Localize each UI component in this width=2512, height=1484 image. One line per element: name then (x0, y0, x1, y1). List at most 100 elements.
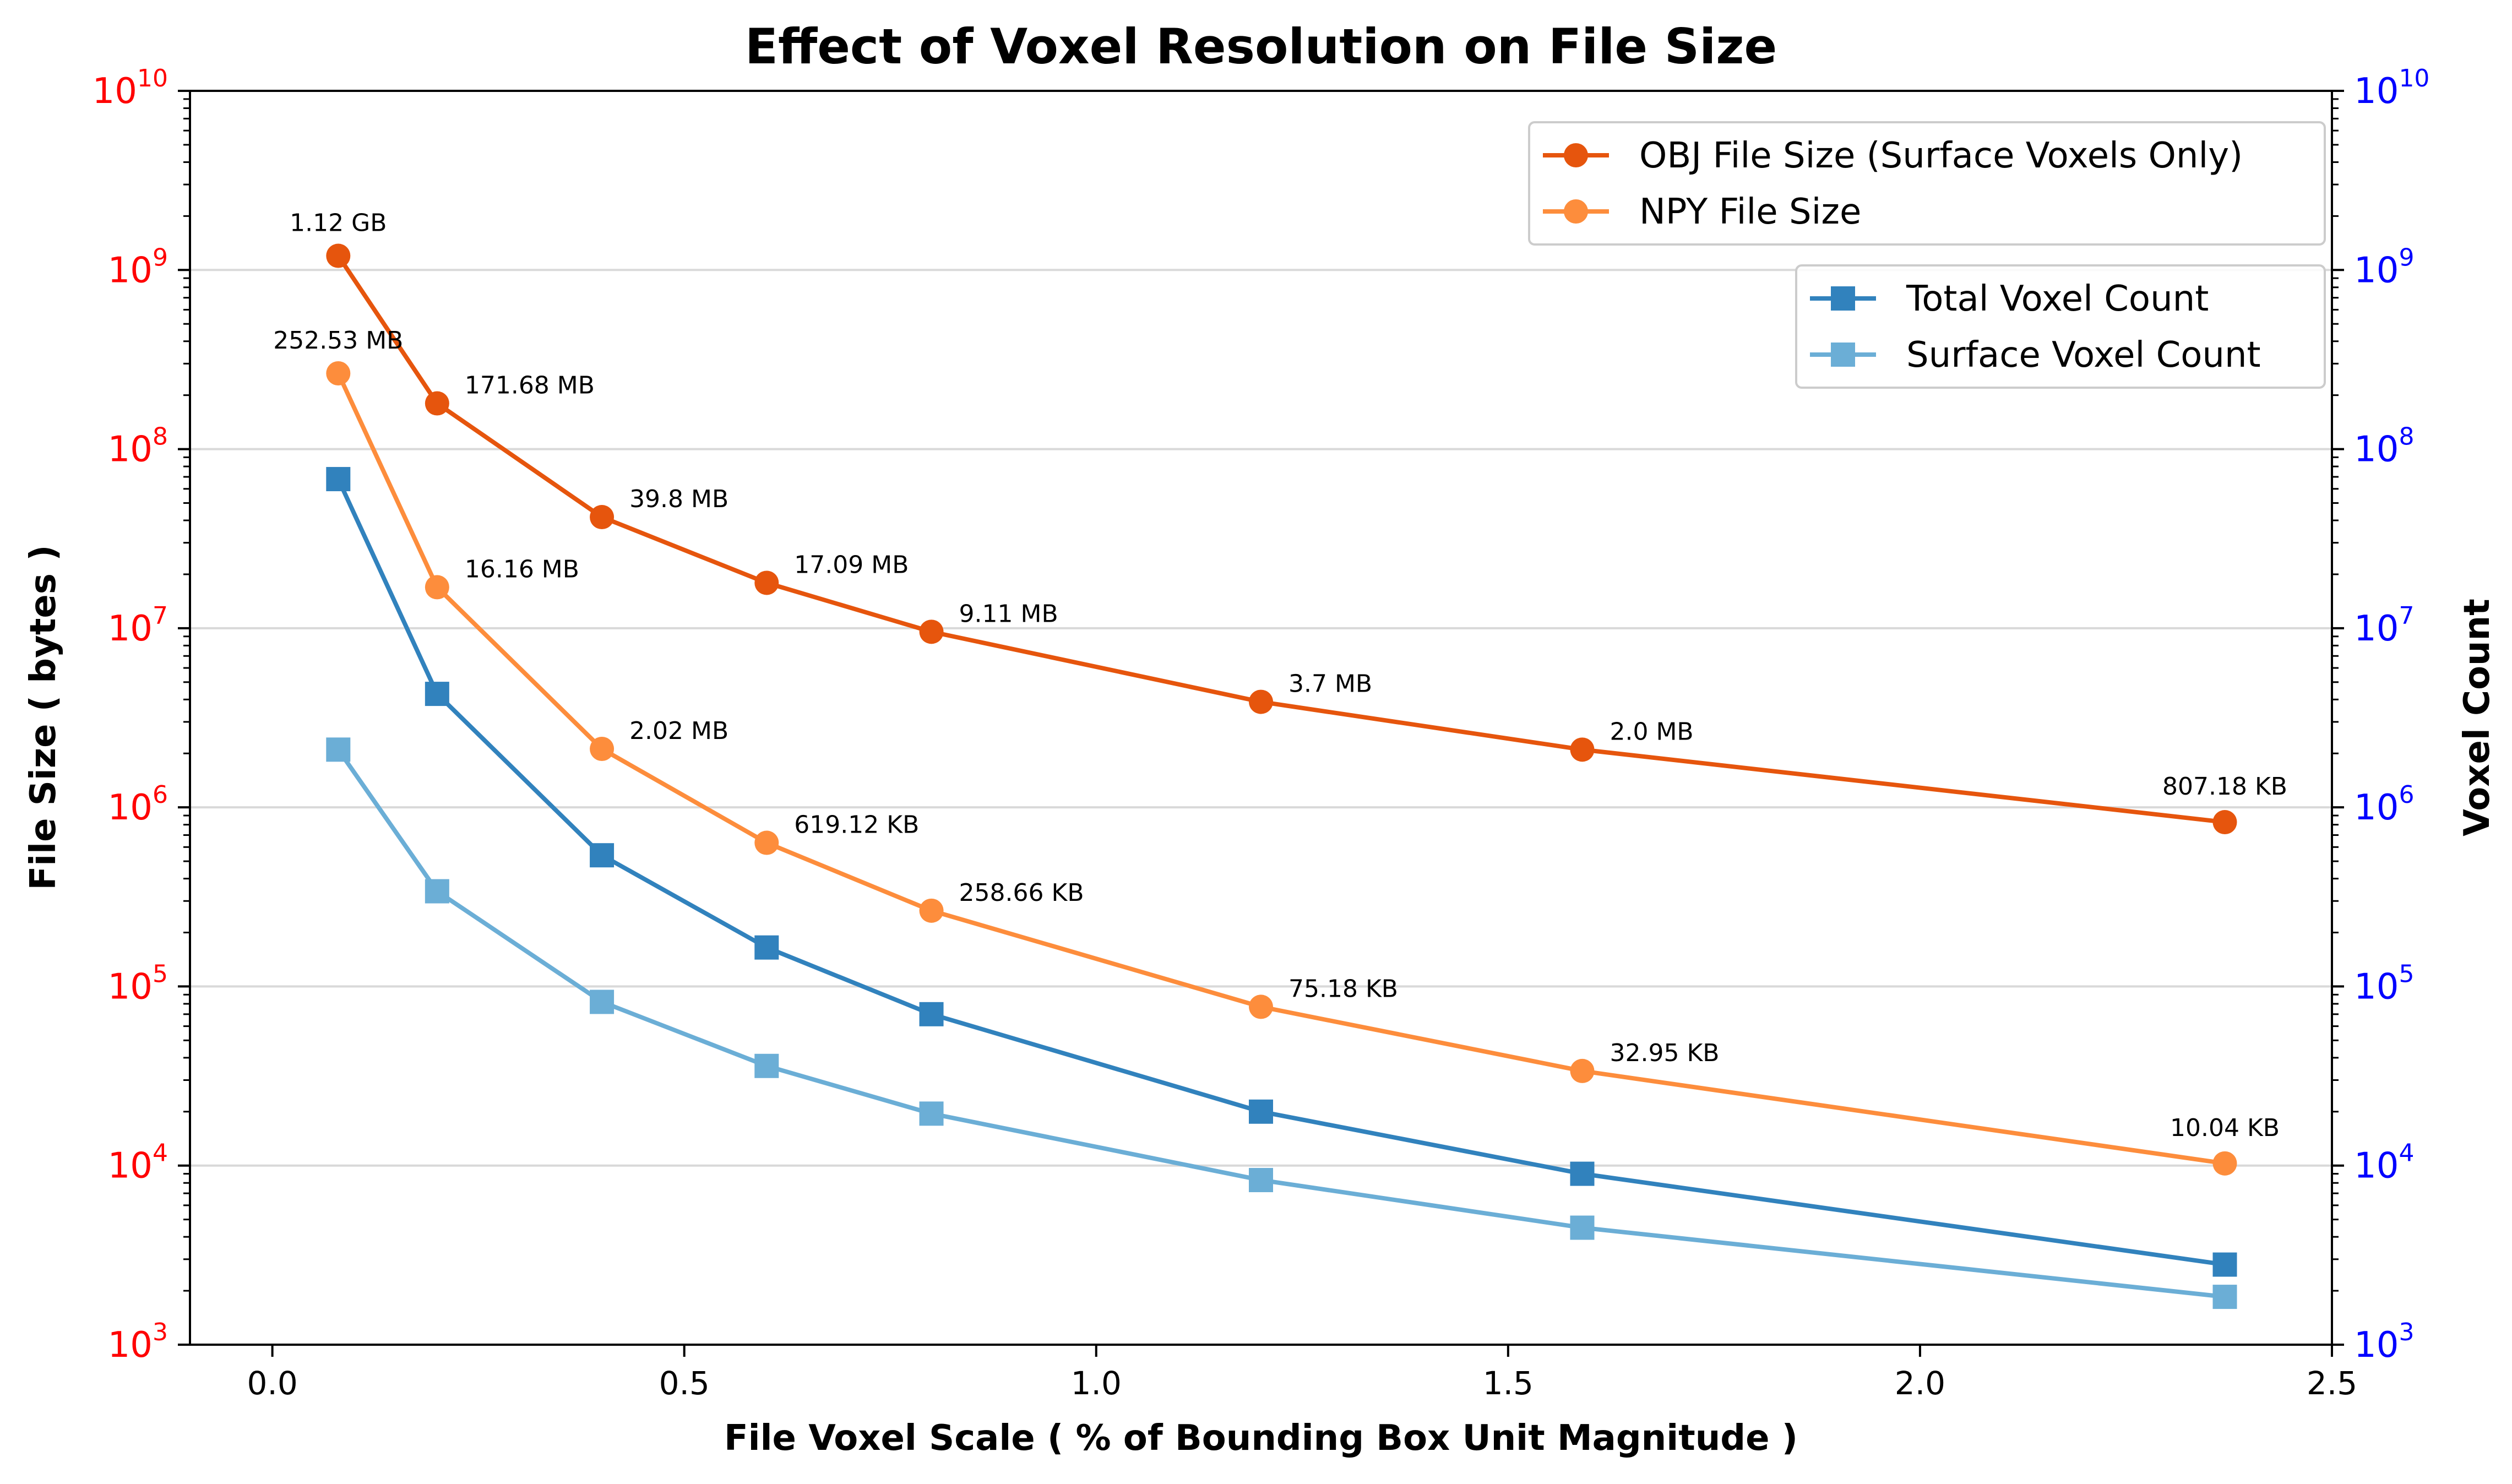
legend-label: Surface Voxel Count (1906, 335, 2261, 376)
y-left-tick-label: 108 (108, 423, 168, 470)
data-point (919, 619, 944, 644)
legend-marker (1831, 286, 1855, 311)
series-layer: 1.12 GB 171.68 MB 39.8 MB 17.09 MB 9.11 MB 3.… (273, 209, 2287, 1309)
data-point (2212, 810, 2237, 835)
data-point (326, 737, 351, 762)
y-right-tick-label: 108 (2354, 423, 2414, 470)
plot-area (189, 90, 2333, 1346)
data-point (425, 575, 449, 600)
data-point (2212, 1252, 2237, 1277)
legend-entry: Surface Voxel Count (1810, 335, 2261, 376)
data-label: 2.0 MB (1610, 717, 1694, 746)
data-point (590, 736, 615, 761)
series-total-voxel-count (326, 467, 2237, 1277)
x-tick-label: 1.0 (1071, 1365, 1122, 1402)
data-label: 3.7 MB (1288, 670, 1372, 698)
data-point (1249, 689, 1273, 714)
legend-frame (1795, 264, 2326, 389)
y-axis-left-label: File Size ( bytes ) (23, 545, 64, 890)
data-label: 32.95 KB (1610, 1039, 1720, 1067)
legend-file-size: OBJ File Size (Surface Voxels Only) NPY F… (1528, 121, 2326, 246)
data-point (1570, 1058, 1595, 1083)
x-tick-label: 0.0 (247, 1365, 297, 1402)
y-left-tick-label: 1010 (93, 64, 168, 112)
data-point (754, 830, 779, 855)
data-point (1570, 1215, 1595, 1240)
data-point (754, 935, 779, 960)
legend-entry: OBJ File Size (Surface Voxels Only) (1543, 135, 2243, 176)
y-left-tick-label: 107 (108, 602, 168, 649)
data-point (1249, 1168, 1273, 1193)
data-label: 2.02 MB (629, 717, 728, 745)
x-tick-label: 2.0 (1895, 1365, 1945, 1402)
y-left-tick-label: 106 (108, 781, 168, 828)
data-label: 1.12 GB (290, 209, 387, 237)
data-label: 9.11 MB (959, 600, 1058, 628)
data-label: 10.04 KB (2170, 1114, 2280, 1142)
data-point (425, 391, 449, 416)
data-label: 258.66 KB (959, 879, 1084, 907)
legends: OBJ File Size (Surface Voxels Only) NPY F… (1528, 121, 2326, 389)
x-tick-label: 1.5 (1483, 1365, 1534, 1402)
data-point (1249, 994, 1273, 1019)
data-point (2212, 1285, 2237, 1309)
data-label: 619.12 KB (794, 811, 919, 839)
data-label: 17.09 MB (794, 551, 909, 579)
series-line (336, 372, 2226, 1166)
legend-voxel-count: Total Voxel Count Surface Voxel Count (1795, 264, 2326, 389)
series-line (336, 478, 2226, 1267)
series-surface-voxel-count (326, 737, 2237, 1309)
data-point (590, 505, 615, 530)
legend-marker (1831, 343, 1855, 367)
data-label: 39.8 MB (629, 485, 728, 513)
y-right-tick-label: 105 (2354, 960, 2414, 1007)
data-point (1249, 1099, 1273, 1124)
data-label: 75.18 KB (1288, 975, 1398, 1003)
legend-entry: NPY File Size (1543, 192, 1861, 232)
y-right-tick-label: 104 (2354, 1139, 2414, 1187)
data-point (326, 467, 351, 492)
data-label: 252.53 MB (273, 327, 403, 355)
series-obj-file-size-surface-voxels-only: 1.12 GB 171.68 MB 39.8 MB 17.09 MB 9.11 MB 3.… (290, 209, 2287, 835)
y-right-tick-label: 109 (2354, 243, 2414, 291)
y-left-tick-label: 109 (108, 243, 168, 291)
series-line (336, 254, 2225, 825)
data-point (590, 990, 615, 1014)
data-point (919, 1101, 944, 1126)
data-point (754, 570, 779, 595)
data-point (326, 361, 351, 386)
series-npy-file-size: 252.53 MB 16.16 MB 2.02 MB 619.12 KB 258.66 … (273, 327, 2280, 1176)
x-axis-label: File Voxel Scale ( % of Bounding Box Uni… (724, 1418, 1798, 1459)
legend-marker (1564, 143, 1588, 167)
chart-title: Effect of Voxel Resolution on File Size (745, 18, 1777, 75)
legend-label: OBJ File Size (Surface Voxels Only) (1639, 135, 2243, 176)
axis-ticks: 103 103 104 104 105 105 106 106 107 107 108 108 109 1… (93, 64, 2430, 1402)
data-point (2212, 1151, 2237, 1176)
data-point (754, 1053, 779, 1078)
legend-entry: Total Voxel Count (1810, 279, 2209, 319)
y-right-tick-label: 107 (2354, 602, 2414, 649)
y-right-tick-label: 106 (2354, 781, 2414, 828)
data-label: 807.18 KB (2162, 773, 2287, 801)
data-point (425, 682, 449, 706)
series-line (336, 748, 2225, 1300)
y-left-tick-label: 104 (108, 1139, 168, 1187)
y-right-tick-label: 1010 (2354, 64, 2429, 112)
x-tick-label: 0.5 (659, 1365, 710, 1402)
legend-marker (1564, 199, 1588, 224)
data-point (919, 1002, 944, 1026)
legend-frame (1528, 121, 2326, 246)
y-axis-right-label: Voxel Count (2457, 599, 2498, 836)
y-left-tick-label: 103 (108, 1318, 168, 1366)
data-point (919, 898, 944, 923)
data-point (590, 843, 615, 868)
data-label: 16.16 MB (465, 555, 579, 583)
x-tick-label: 2.5 (2307, 1365, 2357, 1402)
legend-label: NPY File Size (1639, 192, 1861, 232)
data-point (1570, 737, 1595, 762)
y-left-tick-label: 105 (108, 960, 168, 1007)
data-point (425, 879, 449, 904)
data-point (1570, 1161, 1595, 1186)
